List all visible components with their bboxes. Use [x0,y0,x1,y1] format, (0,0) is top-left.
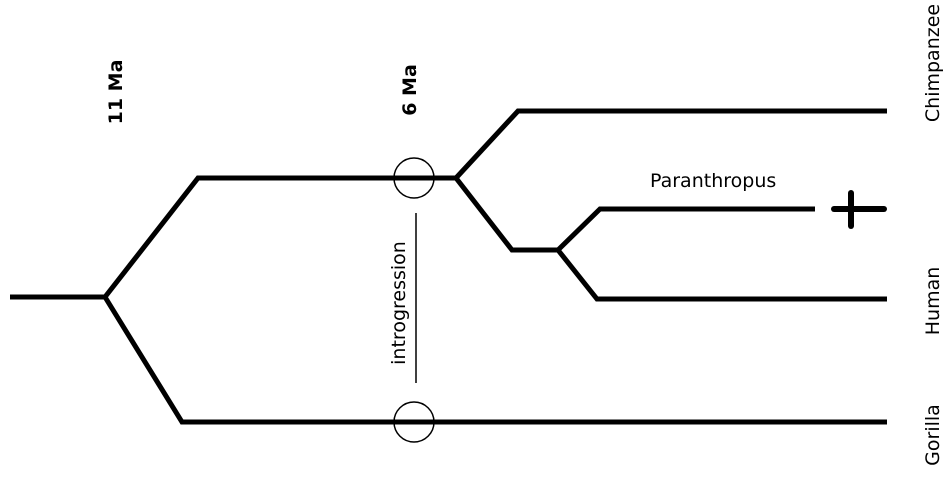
hominini-stem-branch [103,175,456,299]
time-label-11-ma: 11 Ma [105,60,127,125]
introgression-circle-upper [393,157,435,199]
chimpanzee-branch [454,108,887,180]
human-label: Human [922,267,944,336]
chimpanzee-label: Chimpanzee [922,4,944,122]
paranthropus-branch [556,206,815,252]
dagger-icon [831,190,887,229]
human-branch [556,248,887,302]
time-label-6-ma: 6 Ma [399,64,421,116]
introgression-circle-lower [393,401,435,443]
gorilla-branch [102,295,887,425]
paranthropus-label: Paranthropus [650,170,776,192]
hominin-branch [454,176,558,253]
gorilla-label: Gorilla [922,404,944,466]
introgression-label: introgression [388,241,410,365]
